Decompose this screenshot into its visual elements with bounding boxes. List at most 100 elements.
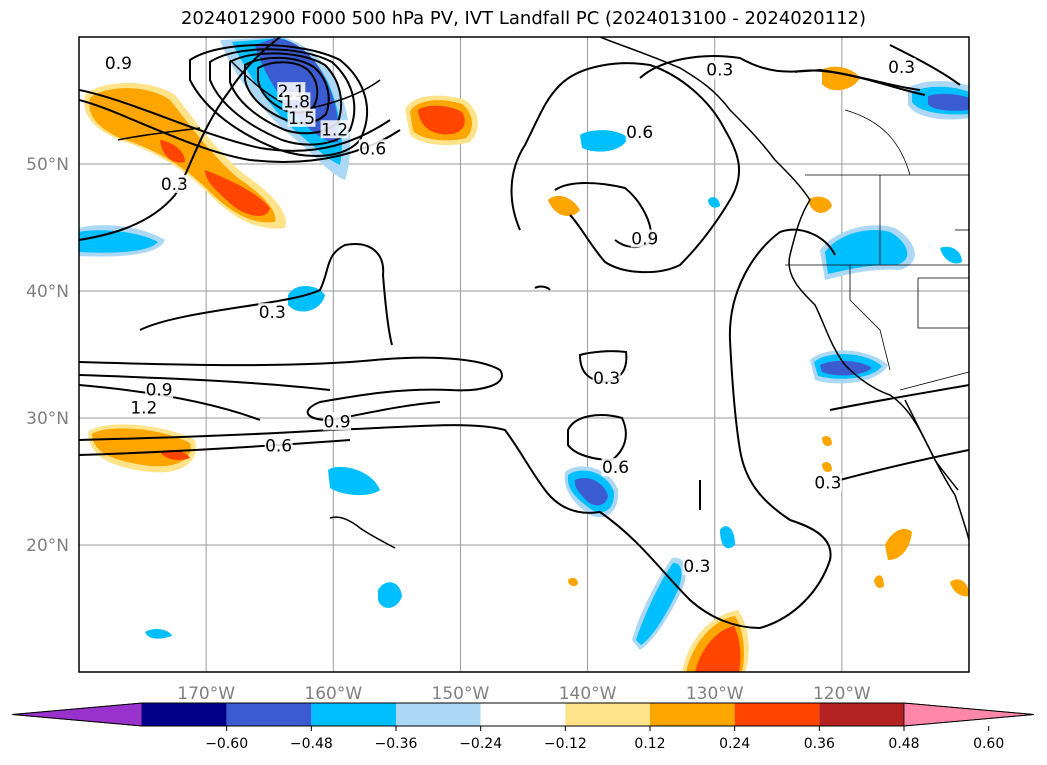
positive-anomaly-small-2 <box>808 196 832 213</box>
contour-label-backing <box>145 380 174 399</box>
plot-frame <box>78 36 970 673</box>
contour-label-backing <box>705 60 734 79</box>
positive-anomaly-small-1 <box>548 195 580 216</box>
lon-tick-label: 130°W <box>686 684 744 704</box>
map-title: 2024012900 F000 500 hPa PV, IVT Landfall… <box>180 8 867 29</box>
lat-tick-label: 20°N <box>26 536 69 556</box>
positive-anomaly-small-5 <box>950 579 969 597</box>
positive-anomaly-small-6 <box>874 575 884 588</box>
contour-label: 0.9 <box>146 381 173 401</box>
negative-anomaly-coast-2-core <box>820 360 872 376</box>
colorbar-segment <box>142 703 227 726</box>
political-borders <box>785 109 969 391</box>
positive-anomaly-subtropical-core <box>160 450 190 460</box>
colorbar-extend-low <box>11 702 143 727</box>
lon-tick-label: 170°W <box>177 684 235 704</box>
contour-label-backing <box>630 229 659 248</box>
positive-anomaly-gulf-core <box>418 105 465 135</box>
contour-label: 0.3 <box>259 303 286 323</box>
colorbar-segment <box>819 703 904 726</box>
contour-label-backing <box>264 436 293 455</box>
contour-label: 0.3 <box>683 557 710 577</box>
positive-anomaly-small-7 <box>822 436 832 446</box>
contour-label-backing <box>323 412 352 431</box>
contour-label-backing <box>682 557 711 576</box>
contour-label: 1.2 <box>130 398 157 418</box>
contour-label: 1.5 <box>288 109 315 129</box>
contour-label: 1.8 <box>283 92 310 112</box>
colorbar-tick-label: 0.36 <box>804 736 835 752</box>
lat-tick-label: 50°N <box>26 155 69 175</box>
colorbar-segment <box>734 703 820 726</box>
lat-tick-label: 40°N <box>26 282 69 302</box>
contour-label: 0.3 <box>706 61 733 81</box>
negative-anomaly-coast-1-inner <box>825 230 908 274</box>
contour-label: 0.9 <box>105 54 132 74</box>
contour-label-backing <box>160 174 189 193</box>
contour-label: 1.2 <box>321 120 348 140</box>
colorbar-segment <box>650 703 735 726</box>
colorbar-segment <box>396 703 481 726</box>
contour-label-backing <box>282 92 311 111</box>
contour-label: 0.3 <box>888 58 915 78</box>
colorbar-tick-label: −0.48 <box>290 736 333 752</box>
coastline-baja <box>904 399 959 491</box>
negative-anomaly-small-7 <box>708 197 720 208</box>
lon-tick-label: 120°W <box>813 684 871 704</box>
positive-anomaly-northwest-core <box>205 170 270 216</box>
positive-anomaly-small-9 <box>568 577 578 587</box>
colorbar-segment <box>565 703 650 726</box>
contour-label-backing <box>625 122 654 141</box>
contour-label-backing <box>358 139 387 158</box>
positive-anomaly-small-4 <box>885 528 912 560</box>
colorbar-tick-label: −0.24 <box>459 736 502 752</box>
lat-tick-label: 30°N <box>26 409 69 429</box>
contour-label-backing <box>592 369 621 388</box>
lon-tick-label: 160°W <box>304 684 362 704</box>
coastline-aleutians <box>117 127 201 141</box>
pv-contours <box>79 37 969 630</box>
negative-anomaly-coast-4 <box>940 246 962 264</box>
colorbar-segment <box>480 703 566 726</box>
contour-label: 0.3 <box>814 473 841 493</box>
colorbar-extend-high <box>903 702 1035 727</box>
negative-anomaly-small-4 <box>378 582 402 608</box>
positive-anomaly-northwest-core2 <box>160 140 185 163</box>
colorbar-tick-label: 0.48 <box>888 736 919 752</box>
contour-label-backing <box>601 458 630 477</box>
negative-anomaly-tail-inner <box>636 562 682 645</box>
contour-label-backing <box>887 58 916 77</box>
colorbar-segment <box>226 703 312 726</box>
lon-tick-label: 150°W <box>432 684 490 704</box>
positive-anomaly-south-core <box>695 626 741 672</box>
contour-label-backing <box>287 108 316 127</box>
lon-tick-label: 140°W <box>559 684 617 704</box>
colorbar-segment <box>311 703 396 726</box>
colorbar-tick-label: 0.12 <box>634 736 665 752</box>
colorbar-tick-label: 0.24 <box>719 736 750 752</box>
contour-label-backing <box>813 473 842 492</box>
contour-label: 0.6 <box>359 139 386 159</box>
colorbar-tick-label: −0.36 <box>375 736 418 752</box>
contour-label: 0.9 <box>324 412 351 432</box>
contour-label-layer: 0.92.11.81.51.20.60.30.3 0.30.60.90.30.91… <box>104 54 916 577</box>
negative-anomaly-small-5 <box>145 629 172 639</box>
colorbar-tick-label: 0.60 <box>973 736 1004 752</box>
colorbar-tick-label: −0.12 <box>544 736 587 752</box>
contour-label: 0.9 <box>631 229 658 249</box>
coastline-hawaii <box>329 516 396 549</box>
contour-label-backing <box>129 398 158 417</box>
negative-anomaly-small-6 <box>720 526 735 549</box>
contour-label: 0.6 <box>265 436 292 456</box>
contour-label-backing <box>320 120 349 139</box>
contour-label-backing <box>258 303 287 322</box>
colorbar-tick-label: −0.60 <box>205 736 248 752</box>
contour-label: 0.3 <box>593 369 620 389</box>
negative-anomaly-small-3 <box>328 466 380 496</box>
colorbar: −0.60 −0.48 −0.36 −0.24 −0.12 0.12 0.24 0.36 0.4… <box>11 702 1035 752</box>
contour-label: 0.6 <box>626 123 653 143</box>
negative-anomaly-central-core <box>574 477 608 506</box>
negative-anomaly-small-2 <box>580 130 628 152</box>
contour-label: 0.6 <box>602 458 629 478</box>
